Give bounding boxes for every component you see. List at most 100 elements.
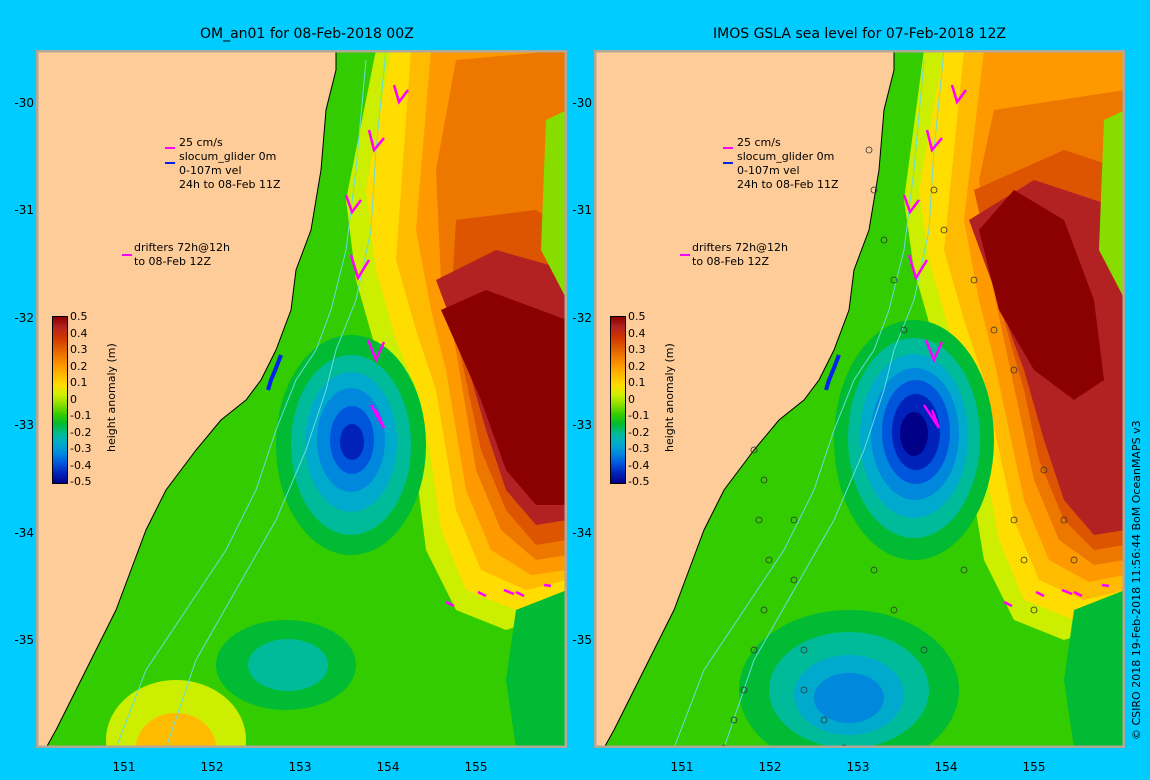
observation-point <box>880 236 888 244</box>
isobath-line-1 <box>115 59 367 748</box>
colorbar-tick-label: 0 <box>70 392 77 406</box>
observation-point <box>755 516 763 524</box>
observation-point <box>1060 516 1068 524</box>
lat-tick-label: -30 <box>14 96 34 110</box>
contour-sw-warm2 <box>136 713 216 748</box>
left-colorbar-ticks: 0.5 0.4 0.3 0.2 0.1 0 -0.1 -0.2 -0.3 -0.4 -0.5 <box>70 310 102 490</box>
lon-tick-label: 152 <box>758 760 782 774</box>
colorbar-tick-label: 0.3 <box>628 343 646 356</box>
observation-point <box>840 744 848 748</box>
australia-coastline <box>36 50 337 748</box>
lon-tick-label: 151 <box>670 760 694 774</box>
lat-tick-label: -34 <box>14 526 34 540</box>
right-map-panel[interactable] <box>594 50 1125 748</box>
glider-track <box>824 354 841 391</box>
lat-tick-label: -32 <box>572 311 592 325</box>
observation-point <box>750 446 758 454</box>
observation-point <box>820 716 828 724</box>
lat-tick-label: -35 <box>572 633 592 647</box>
contour--0.35 <box>900 412 928 456</box>
observation-point <box>730 716 738 724</box>
observation-point <box>940 226 948 234</box>
colorbar-tick-label: 0.1 <box>70 376 88 389</box>
left-colorbar-gradient <box>53 317 67 483</box>
lon-tick-label: 154 <box>934 760 958 774</box>
colorbar-tick-label: 0.1 <box>628 376 646 389</box>
velocity-arrows <box>344 84 552 608</box>
observation-point <box>800 686 808 694</box>
scale-arrow-icon <box>165 147 175 149</box>
lat-tick-label: -34 <box>572 526 592 540</box>
observation-point <box>800 646 808 654</box>
lon-tick-label: 151 <box>112 760 136 774</box>
glider-arrow-icon <box>723 162 733 164</box>
observation-point <box>1030 606 1038 614</box>
lat-tick-label: -31 <box>572 203 592 217</box>
lat-tick-label: -30 <box>572 96 592 110</box>
right-colorbar-gradient <box>611 317 625 483</box>
lon-tick-label: 153 <box>846 760 870 774</box>
isobath-line-2 <box>723 50 945 748</box>
observation-point <box>1010 516 1018 524</box>
glider-label: slocum_glider 0m <box>179 150 277 163</box>
credit-text: © CSIRO 2018 19-Feb-2018 11:56:44 BoM Oc… <box>1130 420 1143 740</box>
left-panel-title: OM_an01 for 08-Feb-2018 00Z <box>200 26 414 42</box>
observation-point <box>790 576 798 584</box>
colorbar-tick-label: 0.2 <box>628 359 646 373</box>
drifters-label-2: to 08-Feb 12Z <box>134 255 212 268</box>
observation-point <box>970 276 978 284</box>
observation-point <box>1070 556 1078 564</box>
scale-arrow-icon <box>723 147 733 149</box>
contour--0.3 <box>340 424 364 460</box>
contour-se-cold <box>1064 590 1125 748</box>
observation-point <box>990 326 998 334</box>
observation-point <box>870 566 878 574</box>
colorbar-tick-label: -0.3 <box>70 442 92 455</box>
glider-track <box>266 354 283 391</box>
colorbar-tick-label: -0.1 <box>70 409 92 422</box>
observation-point <box>720 744 728 748</box>
left-colorbar-title: height anomaly (m) <box>105 343 118 452</box>
observation-point <box>890 606 898 614</box>
contour-0.45 <box>441 290 567 505</box>
observation-point <box>740 686 748 694</box>
observation-point <box>920 646 928 654</box>
lon-tick-label: 155 <box>1022 760 1046 774</box>
observation-point <box>765 556 773 564</box>
colorbar-tick-label: -0.2 <box>70 425 92 439</box>
colorbar-tick-label: 0.5 <box>70 310 88 323</box>
glider-arrow-icon <box>165 162 175 164</box>
drifters-label-1: drifters 72h@12h <box>692 241 789 254</box>
observation-point <box>1040 466 1048 474</box>
colorbar-tick-label: 0.3 <box>70 343 88 356</box>
colorbar-tick-label: -0.5 <box>70 475 92 488</box>
arrow-scale-label: 25 cm/s <box>737 136 781 149</box>
left-map-panel[interactable] <box>36 50 567 748</box>
observation-point <box>900 326 908 334</box>
drifters-label-1: drifters 72h@12h <box>134 241 231 254</box>
observation-point <box>1020 556 1028 564</box>
lat-tick-label: -32 <box>14 311 34 325</box>
contour-ne-cold <box>541 110 567 300</box>
right-panel-title: IMOS GSLA sea level for 07-Feb-2018 12Z <box>713 26 1007 42</box>
isobath-line-2 <box>165 50 387 748</box>
contour-se-cold <box>506 590 567 748</box>
colorbar-tick-label: -0.5 <box>628 475 650 488</box>
contour-0.45 <box>979 190 1104 400</box>
lat-tick-label: -31 <box>14 203 34 217</box>
lon-tick-label: 154 <box>376 760 400 774</box>
observation-point <box>960 566 968 574</box>
contour-ne-cold <box>1099 110 1125 300</box>
colorbar-tick-label: 0.2 <box>70 359 88 373</box>
observation-point <box>760 606 768 614</box>
colorbar-tick-label: -0.4 <box>628 458 650 472</box>
lon-tick-label: 152 <box>200 760 224 774</box>
left-map-svg <box>36 50 567 748</box>
observation-point <box>870 186 878 194</box>
window-label: 24h to 08-Feb 11Z <box>179 178 281 191</box>
colorbar-tick-label: -0.2 <box>628 425 650 439</box>
colorbar-tick-label: -0.3 <box>628 442 650 455</box>
observation-point <box>760 476 768 484</box>
observation-point <box>750 646 758 654</box>
observation-point <box>930 186 938 194</box>
